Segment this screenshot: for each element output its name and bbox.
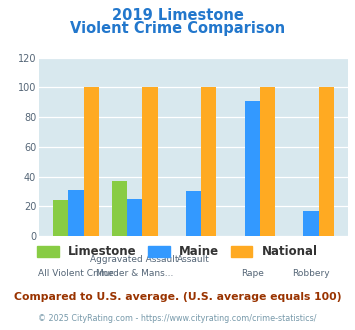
Bar bbox=[186, 191, 201, 236]
Bar bbox=[142, 87, 158, 236]
Bar bbox=[260, 87, 275, 236]
Bar bbox=[112, 181, 127, 236]
Bar bbox=[201, 87, 217, 236]
Bar bbox=[53, 200, 69, 236]
Text: 2019 Limestone: 2019 Limestone bbox=[111, 8, 244, 23]
Legend: Limestone, Maine, National: Limestone, Maine, National bbox=[33, 241, 322, 263]
Text: All Violent Crime: All Violent Crime bbox=[38, 269, 114, 278]
Bar bbox=[245, 101, 260, 236]
Bar bbox=[318, 87, 334, 236]
Text: Rape: Rape bbox=[241, 269, 264, 278]
Bar bbox=[303, 211, 318, 236]
Text: Robbery: Robbery bbox=[292, 269, 330, 278]
Text: Assault: Assault bbox=[177, 255, 210, 264]
Text: Compared to U.S. average. (U.S. average equals 100): Compared to U.S. average. (U.S. average … bbox=[14, 292, 341, 302]
Bar bbox=[69, 190, 84, 236]
Text: © 2025 CityRating.com - https://www.cityrating.com/crime-statistics/: © 2025 CityRating.com - https://www.city… bbox=[38, 314, 317, 323]
Text: Aggravated Assault: Aggravated Assault bbox=[91, 255, 179, 264]
Bar bbox=[127, 199, 142, 236]
Bar bbox=[84, 87, 99, 236]
Text: Murder & Mans...: Murder & Mans... bbox=[96, 269, 174, 278]
Text: Violent Crime Comparison: Violent Crime Comparison bbox=[70, 21, 285, 36]
